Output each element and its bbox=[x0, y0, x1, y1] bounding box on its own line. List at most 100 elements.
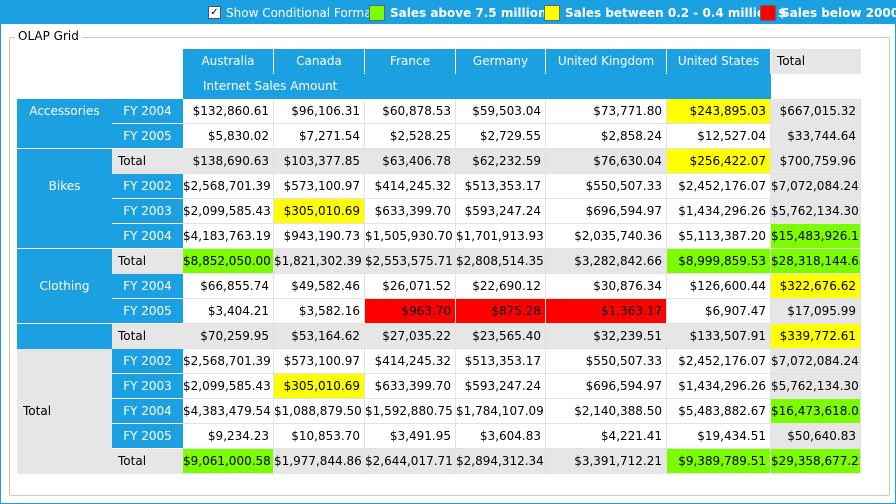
grand-total-label[interactable]: Total bbox=[17, 349, 112, 474]
data-cell[interactable]: $593,247.24 bbox=[456, 199, 546, 224]
row-year-header[interactable]: FY 2004 bbox=[112, 399, 183, 424]
data-cell[interactable]: $66,855.74 bbox=[183, 274, 274, 299]
subtotal-cell[interactable]: $63,406.78 bbox=[365, 149, 456, 174]
data-cell[interactable]: $593,247.24 bbox=[456, 374, 546, 399]
data-cell[interactable]: $5,113,387.20 bbox=[667, 224, 771, 249]
data-cell[interactable]: $4,221.41 bbox=[546, 424, 667, 449]
subtotal-label[interactable]: Total bbox=[112, 324, 183, 349]
measure-header[interactable]: Internet Sales Amount bbox=[183, 74, 771, 99]
subtotal-label[interactable]: Total bbox=[112, 149, 183, 174]
subtotal-cell[interactable]: $29,358,677.22 bbox=[771, 449, 861, 474]
data-cell[interactable]: $2,099,585.43 bbox=[183, 199, 274, 224]
data-cell[interactable]: $1,701,913.93 bbox=[456, 224, 546, 249]
subtotal-cell[interactable]: $2,644,017.71 bbox=[365, 449, 456, 474]
row-group-header[interactable]: Bikes bbox=[17, 174, 112, 249]
row-year-header[interactable]: FY 2004 bbox=[112, 274, 183, 299]
data-cell[interactable]: $1,363.17 bbox=[546, 299, 667, 324]
row-total-cell[interactable]: $17,095.99 bbox=[771, 299, 861, 324]
data-cell[interactable]: $5,483,882.67 bbox=[667, 399, 771, 424]
row-total-cell[interactable]: $322,676.62 bbox=[771, 274, 861, 299]
data-cell[interactable]: $414,245.32 bbox=[365, 349, 456, 374]
data-cell[interactable]: $696,594.97 bbox=[546, 374, 667, 399]
subtotal-cell[interactable]: $62,232.59 bbox=[456, 149, 546, 174]
data-cell[interactable]: $2,099,585.43 bbox=[183, 374, 274, 399]
subtotal-cell[interactable]: $138,690.63 bbox=[183, 149, 274, 174]
column-header[interactable]: Australia bbox=[183, 49, 274, 74]
data-cell[interactable]: $696,594.97 bbox=[546, 199, 667, 224]
data-cell[interactable]: $633,399.70 bbox=[365, 374, 456, 399]
data-cell[interactable]: $10,853.70 bbox=[274, 424, 365, 449]
column-header[interactable]: Canada bbox=[274, 49, 365, 74]
subtotal-cell[interactable]: $2,808,514.35 bbox=[456, 249, 546, 274]
subtotal-cell[interactable]: $2,894,312.34 bbox=[456, 449, 546, 474]
data-cell[interactable]: $943,190.73 bbox=[274, 224, 365, 249]
data-cell[interactable]: $305,010.69 bbox=[274, 374, 365, 399]
row-year-header[interactable]: FY 2005 bbox=[112, 299, 183, 324]
subtotal-cell[interactable]: $1,821,302.39 bbox=[274, 249, 365, 274]
data-cell[interactable]: $126,600.44 bbox=[667, 274, 771, 299]
data-cell[interactable]: $2,452,176.07 bbox=[667, 349, 771, 374]
row-year-header[interactable]: FY 2003 bbox=[112, 199, 183, 224]
data-cell[interactable]: $4,383,479.54 bbox=[183, 399, 274, 424]
row-group-header[interactable]: Clothing bbox=[17, 274, 112, 324]
subtotal-cell[interactable]: $133,507.91 bbox=[667, 324, 771, 349]
data-cell[interactable]: $1,434,296.26 bbox=[667, 199, 771, 224]
row-year-header[interactable]: FY 2005 bbox=[112, 424, 183, 449]
data-cell[interactable]: $1,505,930.70 bbox=[365, 224, 456, 249]
subtotal-cell[interactable]: $9,061,000.58 bbox=[183, 449, 274, 474]
data-cell[interactable]: $414,245.32 bbox=[365, 174, 456, 199]
subtotal-cell[interactable]: $27,035.22 bbox=[365, 324, 456, 349]
column-header[interactable]: United Kingdom bbox=[546, 49, 667, 74]
data-cell[interactable]: $4,183,763.19 bbox=[183, 224, 274, 249]
row-year-header[interactable]: FY 2002 bbox=[112, 349, 183, 374]
column-header-total[interactable]: Total bbox=[771, 49, 861, 74]
data-cell[interactable]: $7,271.54 bbox=[274, 124, 365, 149]
row-total-cell[interactable]: $5,762,134.30 bbox=[771, 199, 861, 224]
subtotal-cell[interactable]: $8,852,050.00 bbox=[183, 249, 274, 274]
data-cell[interactable]: $3,404.21 bbox=[183, 299, 274, 324]
data-cell[interactable]: $9,234.23 bbox=[183, 424, 274, 449]
data-cell[interactable]: $513,353.17 bbox=[456, 349, 546, 374]
data-cell[interactable]: $633,399.70 bbox=[365, 199, 456, 224]
row-group-header[interactable]: Accessories bbox=[17, 99, 112, 149]
data-cell[interactable]: $243,895.03 bbox=[667, 99, 771, 124]
subtotal-cell[interactable]: $1,977,844.86 bbox=[274, 449, 365, 474]
data-cell[interactable]: $2,452,176.07 bbox=[667, 174, 771, 199]
data-cell[interactable]: $19,434.51 bbox=[667, 424, 771, 449]
data-cell[interactable]: $1,784,107.09 bbox=[456, 399, 546, 424]
data-cell[interactable]: $12,527.04 bbox=[667, 124, 771, 149]
column-header[interactable]: United States bbox=[667, 49, 771, 74]
data-cell[interactable]: $1,088,879.50 bbox=[274, 399, 365, 424]
row-year-header[interactable]: FY 2003 bbox=[112, 374, 183, 399]
data-cell[interactable]: $2,568,701.39 bbox=[183, 349, 274, 374]
row-total-cell[interactable]: $7,072,084.24 bbox=[771, 174, 861, 199]
row-year-header[interactable]: FY 2002 bbox=[112, 174, 183, 199]
subtotal-cell[interactable]: $8,999,859.53 bbox=[667, 249, 771, 274]
data-cell[interactable]: $59,503.04 bbox=[456, 99, 546, 124]
data-cell[interactable]: $3,604.83 bbox=[456, 424, 546, 449]
column-header[interactable]: Germany bbox=[456, 49, 546, 74]
data-cell[interactable]: $132,860.61 bbox=[183, 99, 274, 124]
row-total-cell[interactable]: $5,762,134.30 bbox=[771, 374, 861, 399]
subtotal-cell[interactable]: $32,239.51 bbox=[546, 324, 667, 349]
subtotal-cell[interactable]: $2,553,575.71 bbox=[365, 249, 456, 274]
row-total-cell[interactable]: $667,015.32 bbox=[771, 99, 861, 124]
data-cell[interactable]: $26,071.52 bbox=[365, 274, 456, 299]
data-cell[interactable]: $573,100.97 bbox=[274, 349, 365, 374]
data-cell[interactable]: $2,140,388.50 bbox=[546, 399, 667, 424]
subtotal-cell[interactable]: $103,377.85 bbox=[274, 149, 365, 174]
subtotal-cell[interactable]: $700,759.96 bbox=[771, 149, 861, 174]
subtotal-label[interactable]: Total bbox=[112, 249, 183, 274]
row-year-header[interactable]: FY 2004 bbox=[112, 99, 183, 124]
data-cell[interactable]: $6,907.47 bbox=[667, 299, 771, 324]
row-total-cell[interactable]: $50,640.83 bbox=[771, 424, 861, 449]
data-cell[interactable]: $60,878.53 bbox=[365, 99, 456, 124]
data-cell[interactable]: $2,858.24 bbox=[546, 124, 667, 149]
data-cell[interactable]: $22,690.12 bbox=[456, 274, 546, 299]
data-cell[interactable]: $5,830.02 bbox=[183, 124, 274, 149]
subtotal-cell[interactable]: $70,259.95 bbox=[183, 324, 274, 349]
subtotal-cell[interactable]: $3,391,712.21 bbox=[546, 449, 667, 474]
subtotal-cell[interactable]: $76,630.04 bbox=[546, 149, 667, 174]
subtotal-cell[interactable]: $9,389,789.51 bbox=[667, 449, 771, 474]
data-cell[interactable]: $2,528.25 bbox=[365, 124, 456, 149]
